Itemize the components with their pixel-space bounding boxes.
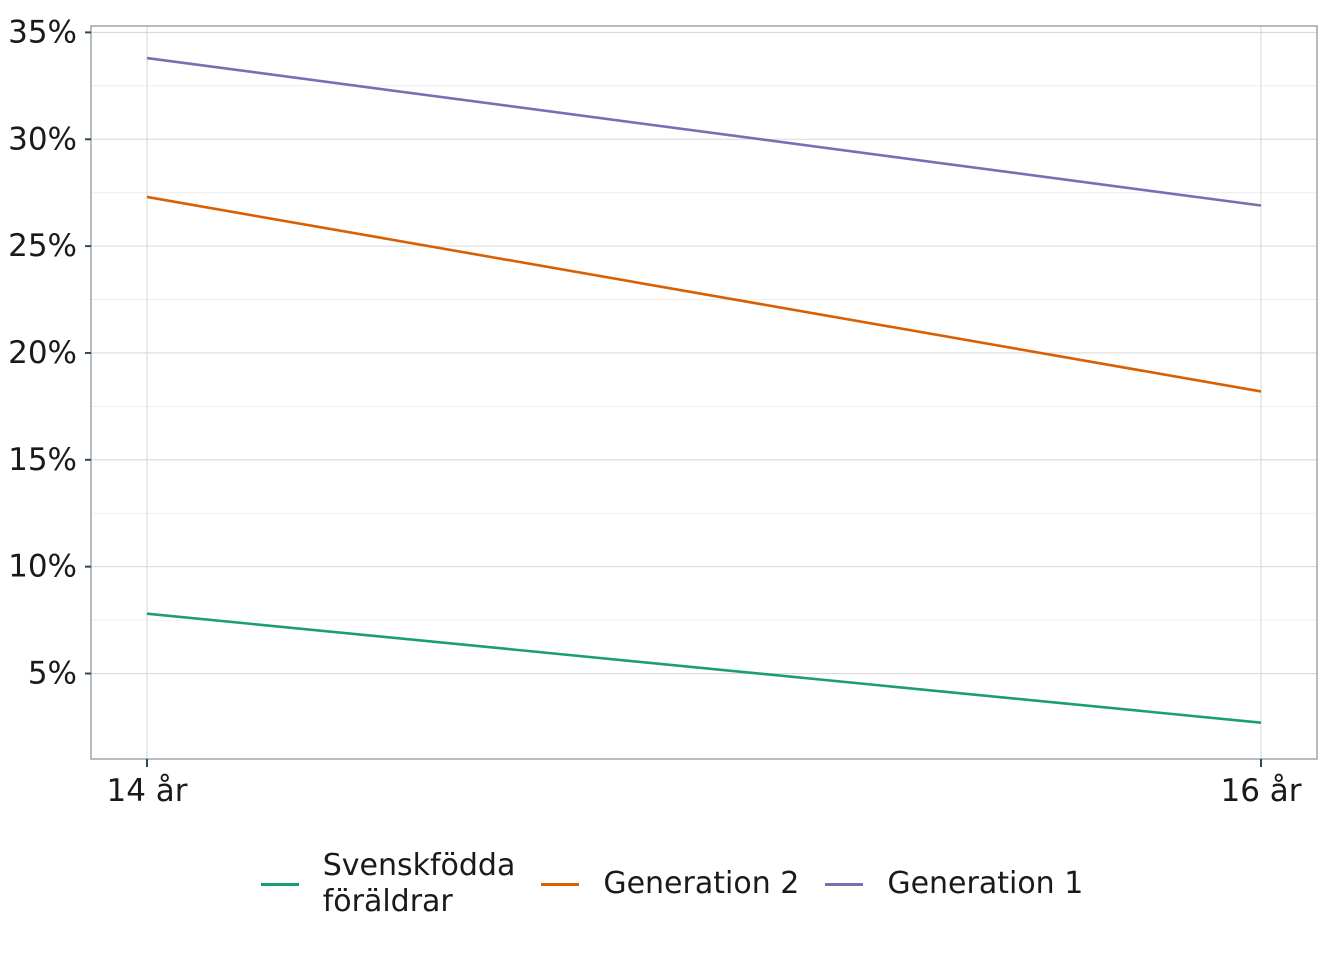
legend-key-svenskfodda [260,882,299,886]
x-axis-labels: 14 år 16 år [106,773,1301,809]
legend-label-svenskfodda: Svenskfödda föräldrar [322,848,516,919]
y-axis-labels: 5% 10% 15% 20% 25% 30% 35% [8,14,77,691]
legend-item-svenskfodda: Svenskfödda föräldrar [260,848,516,920]
y-tick-label: 15% [8,442,77,478]
x-tick-label: 16 år [1220,773,1301,809]
series-line-0 [146,612,1262,724]
x-tick-label: 14 år [106,773,187,809]
plot-panel-border [90,25,1318,760]
legend: Svenskfödda föräldrar Generation 2 Gener… [0,848,1344,920]
grid-lines [91,26,1317,759]
y-tick-label: 30% [8,121,77,157]
series-lines [146,56,1262,724]
series-line-2 [146,56,1262,207]
y-tick-label: 10% [8,549,77,585]
legend-label-generation-2: Generation 2 [603,866,800,901]
legend-key-generation-2 [541,882,580,886]
legend-key-generation-1 [825,882,864,886]
y-tick-label: 20% [8,335,77,371]
legend-item-generation-1: Generation 1 [825,866,1083,902]
y-tick-label: 25% [8,228,77,264]
legend-label-generation-1: Generation 1 [887,866,1084,901]
legend-item-generation-2: Generation 2 [541,866,799,902]
series-line-1 [146,195,1262,393]
axis-ticks [85,31,1262,767]
y-tick-label: 5% [28,656,77,692]
y-tick-label: 35% [8,14,77,50]
